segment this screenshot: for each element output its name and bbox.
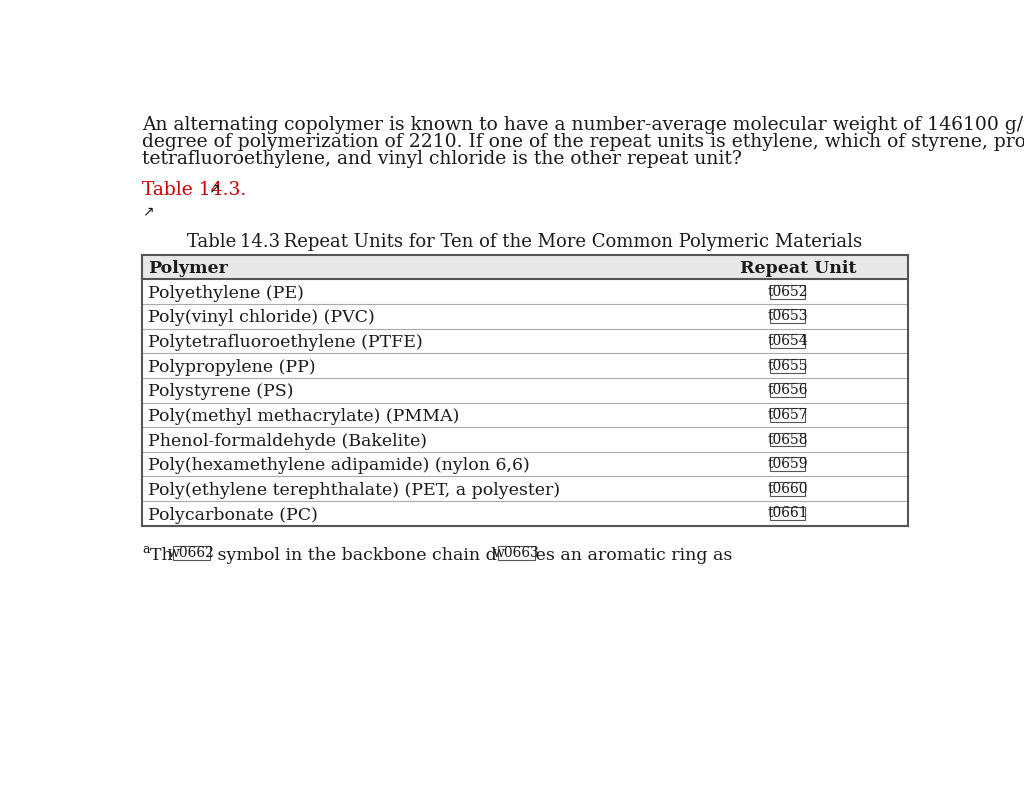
Bar [770,408,805,422]
Text: w0662: w0662 [168,546,215,559]
Text: t0658: t0658 [767,433,808,447]
Text: Phenol-formaldehyde (Bakelite): Phenol-formaldehyde (Bakelite) [148,433,427,450]
Text: a: a [142,544,150,556]
Text: t0659: t0659 [767,457,808,471]
Bar [770,383,805,397]
Bar [770,457,805,471]
Text: ↗: ↗ [208,181,219,195]
Text: t0655: t0655 [767,359,808,373]
Text: degree of polymerization of 2210. If one of the repeat units is ethylene, which : degree of polymerization of 2210. If one… [142,133,1024,151]
Text: symbol in the backbone chain denotes an aromatic ring as: symbol in the backbone chain denotes an … [212,548,738,564]
Text: Polystyrene (PS): Polystyrene (PS) [148,383,294,400]
Bar [770,334,805,348]
Text: Repeat Unit: Repeat Unit [740,260,857,277]
Bar [770,482,805,496]
Text: Poly(ethylene terephthalate) (PET, a polyester): Poly(ethylene terephthalate) (PET, a pol… [148,482,560,499]
Bar [770,507,805,520]
Bar [770,310,805,323]
Text: An alternating copolymer is known to have a number-average molecular weight of 1: An alternating copolymer is known to hav… [142,116,1024,134]
Text: t0661: t0661 [767,507,808,520]
Text: Polycarbonate (PC): Polycarbonate (PC) [148,507,318,523]
Text: t0657: t0657 [767,408,808,422]
Text: Table 14.3.: Table 14.3. [142,180,246,199]
Text: Poly(hexamethylene adipamide) (nylon 6,6): Poly(hexamethylene adipamide) (nylon 6,6… [148,457,529,474]
Text: w0663: w0663 [493,546,540,559]
Text: Poly(methyl methacrylate) (PMMA): Poly(methyl methacrylate) (PMMA) [148,408,460,425]
Bar [142,255,907,280]
Text: t0660: t0660 [767,481,808,496]
Text: t0652: t0652 [767,284,808,299]
Bar [770,284,805,299]
Text: t0654: t0654 [767,334,808,348]
Text: Polypropylene (PP): Polypropylene (PP) [148,359,315,376]
Bar [770,359,805,373]
Text: tetrafluoroethylene, and vinyl chloride is the other repeat unit?: tetrafluoroethylene, and vinyl chloride … [142,150,741,168]
Text: Polytetrafluoroethylene (PTFE): Polytetrafluoroethylene (PTFE) [148,334,423,351]
Bar [770,433,805,447]
Text: ↗: ↗ [142,205,154,218]
Text: Polyethylene (PE): Polyethylene (PE) [148,284,304,302]
Text: Poly(vinyl chloride) (PVC): Poly(vinyl chloride) (PVC) [148,310,375,326]
Bar [173,546,210,559]
Text: t0653: t0653 [767,310,808,323]
Bar [498,546,535,559]
Text: Polymer: Polymer [148,260,228,277]
Text: Table 14.3 Repeat Units for Ten of the More Common Polymeric Materials: Table 14.3 Repeat Units for Ten of the M… [187,233,862,251]
Text: The: The [150,548,188,564]
Text: t0656: t0656 [767,383,808,397]
